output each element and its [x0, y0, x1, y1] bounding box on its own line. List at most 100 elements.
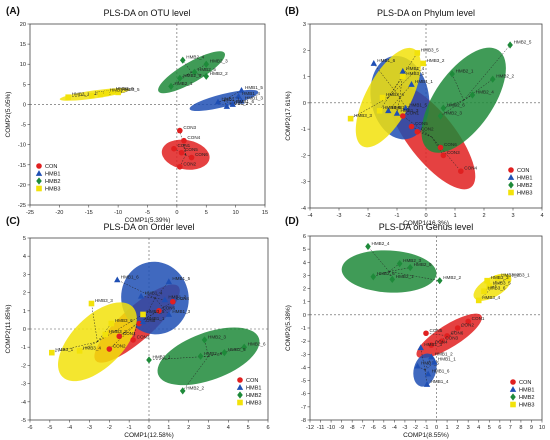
x-tick-label: -6 — [28, 425, 33, 431]
data-point-con — [156, 308, 162, 314]
x-tick-label: -4 — [392, 425, 397, 431]
data-point-hmb3 — [102, 331, 109, 338]
panel-1: (B) PLS-DA on Phylum level -4 -3 -2 -1 0 1 2 3 4 -4… — [285, 6, 544, 227]
point-label: CON3 — [137, 334, 150, 339]
legend-marker-con — [237, 377, 243, 383]
centroid-spoke — [223, 100, 228, 107]
point-label: HMB1_1 — [415, 79, 433, 84]
legend-marker-hmb2 — [36, 177, 42, 185]
data-point-hmb2 — [197, 352, 204, 360]
point-label: HMB2_6 — [447, 103, 465, 108]
x-tick-label: -25 — [26, 210, 34, 216]
point-label: HMB2_5 — [228, 347, 246, 352]
point-label: HMB1_1 — [222, 97, 240, 102]
data-point-con — [440, 152, 447, 159]
point-label: HMB1_2 — [168, 294, 186, 299]
centroid-spoke — [389, 271, 440, 281]
x-tick-label: 5 — [488, 425, 491, 431]
legend-marker-con — [510, 379, 516, 385]
legend-marker-hmb3 — [508, 189, 514, 196]
x-tick-label: 6 — [266, 425, 269, 431]
x-tick-label: 1 — [453, 213, 456, 219]
x-tick-label: 2 — [187, 425, 190, 431]
point-label: HMB2_1 — [396, 274, 414, 279]
x-tick-label: -3 — [337, 213, 342, 219]
panel-letter: (D) — [285, 216, 299, 227]
y-tick-label: 2 — [303, 287, 306, 293]
legend-label: CON — [45, 164, 57, 170]
point-label: HMB1_1 — [438, 357, 456, 362]
point-label: HMB1_6 — [432, 369, 450, 374]
point-label: HMB1_3 — [401, 108, 419, 113]
y-tick-label: -4 — [21, 400, 26, 406]
x-tick-label: -12 — [306, 425, 314, 431]
y-tick-label: 1 — [303, 300, 306, 306]
data-point-hmb2 — [203, 72, 210, 80]
data-point-hmb3 — [88, 300, 95, 307]
legend-label: HMB2 — [246, 393, 262, 399]
point-label: HMB2_3 — [444, 111, 462, 116]
data-point-hmb2 — [396, 260, 403, 268]
data-point-hmb2 — [221, 349, 228, 357]
centroid-spoke — [142, 297, 156, 322]
data-point-hmb1 — [414, 362, 421, 369]
point-label: HMB1_6 — [377, 58, 395, 63]
x-tick-label: 0 — [435, 425, 438, 431]
point-label: HMB2_2 — [496, 74, 514, 79]
data-point-hmb2 — [469, 91, 476, 99]
point-label: CON4 — [176, 296, 189, 301]
centroid-spoke — [109, 323, 138, 350]
point-label: HMB3_1 — [406, 71, 424, 76]
x-tick-label: -4 — [308, 213, 313, 219]
data-point-con — [439, 338, 445, 344]
x-tick-label: -2 — [413, 425, 418, 431]
y-axis-label: COMP2(5.05%) — [5, 92, 12, 138]
x-tick-label: -3 — [87, 425, 92, 431]
data-point-hmb2 — [201, 336, 208, 344]
centroid-spoke — [182, 60, 192, 73]
legend-label: HMB1 — [519, 388, 535, 394]
data-point-hmb3 — [108, 320, 115, 327]
data-point-hmb1 — [235, 93, 242, 99]
point-label: HMB2_4 — [186, 55, 204, 60]
x-tick-label: 3 — [467, 425, 470, 431]
data-point-con — [444, 333, 450, 339]
y-tick-label: 0 — [303, 313, 306, 319]
point-label: HMB2_1 — [456, 68, 474, 73]
centroid-spoke — [117, 279, 156, 299]
data-point-hmb3 — [49, 349, 55, 356]
point-label: CON5 — [430, 328, 443, 333]
data-point-hmb1 — [370, 60, 377, 66]
x-tick-label: 0 — [175, 210, 178, 216]
data-point-con — [116, 333, 123, 340]
legend-label: HMB3 — [246, 401, 262, 407]
y-tick-label: -3 — [21, 382, 26, 388]
legend-marker-hmb2 — [510, 393, 516, 401]
y-tick-label: 4 — [23, 254, 26, 260]
centroid-spoke — [350, 97, 389, 119]
x-tick-label: -10 — [327, 425, 335, 431]
data-point-hmb3 — [486, 283, 493, 289]
x-tick-label: 4 — [227, 425, 230, 431]
chart-title: PLS-DA on OTU level — [103, 8, 190, 18]
point-label: CON6 — [162, 305, 175, 310]
point-label: CON2 — [421, 126, 434, 131]
point-label: HMB1_5 — [409, 103, 427, 108]
x-tick-label: 2 — [482, 213, 485, 219]
data-point-hmb3 — [475, 297, 482, 304]
data-point-hmb2 — [437, 112, 444, 120]
data-point-hmb3 — [140, 311, 146, 318]
data-point-hmb2 — [489, 75, 496, 83]
x-tick-label: -9 — [339, 425, 344, 431]
data-point-hmb1 — [139, 318, 147, 325]
data-point-hmb1 — [393, 109, 401, 116]
data-point-hmb3 — [115, 89, 121, 96]
point-label: HMB2_5 — [198, 67, 216, 72]
centroid-spoke — [154, 297, 170, 315]
data-point-hmb2 — [389, 275, 396, 283]
point-label: HMB2_6 — [377, 271, 395, 276]
centroid-spoke — [411, 126, 432, 138]
data-point-hmb3 — [97, 91, 104, 98]
point-label: HMB3_4 — [83, 345, 101, 350]
